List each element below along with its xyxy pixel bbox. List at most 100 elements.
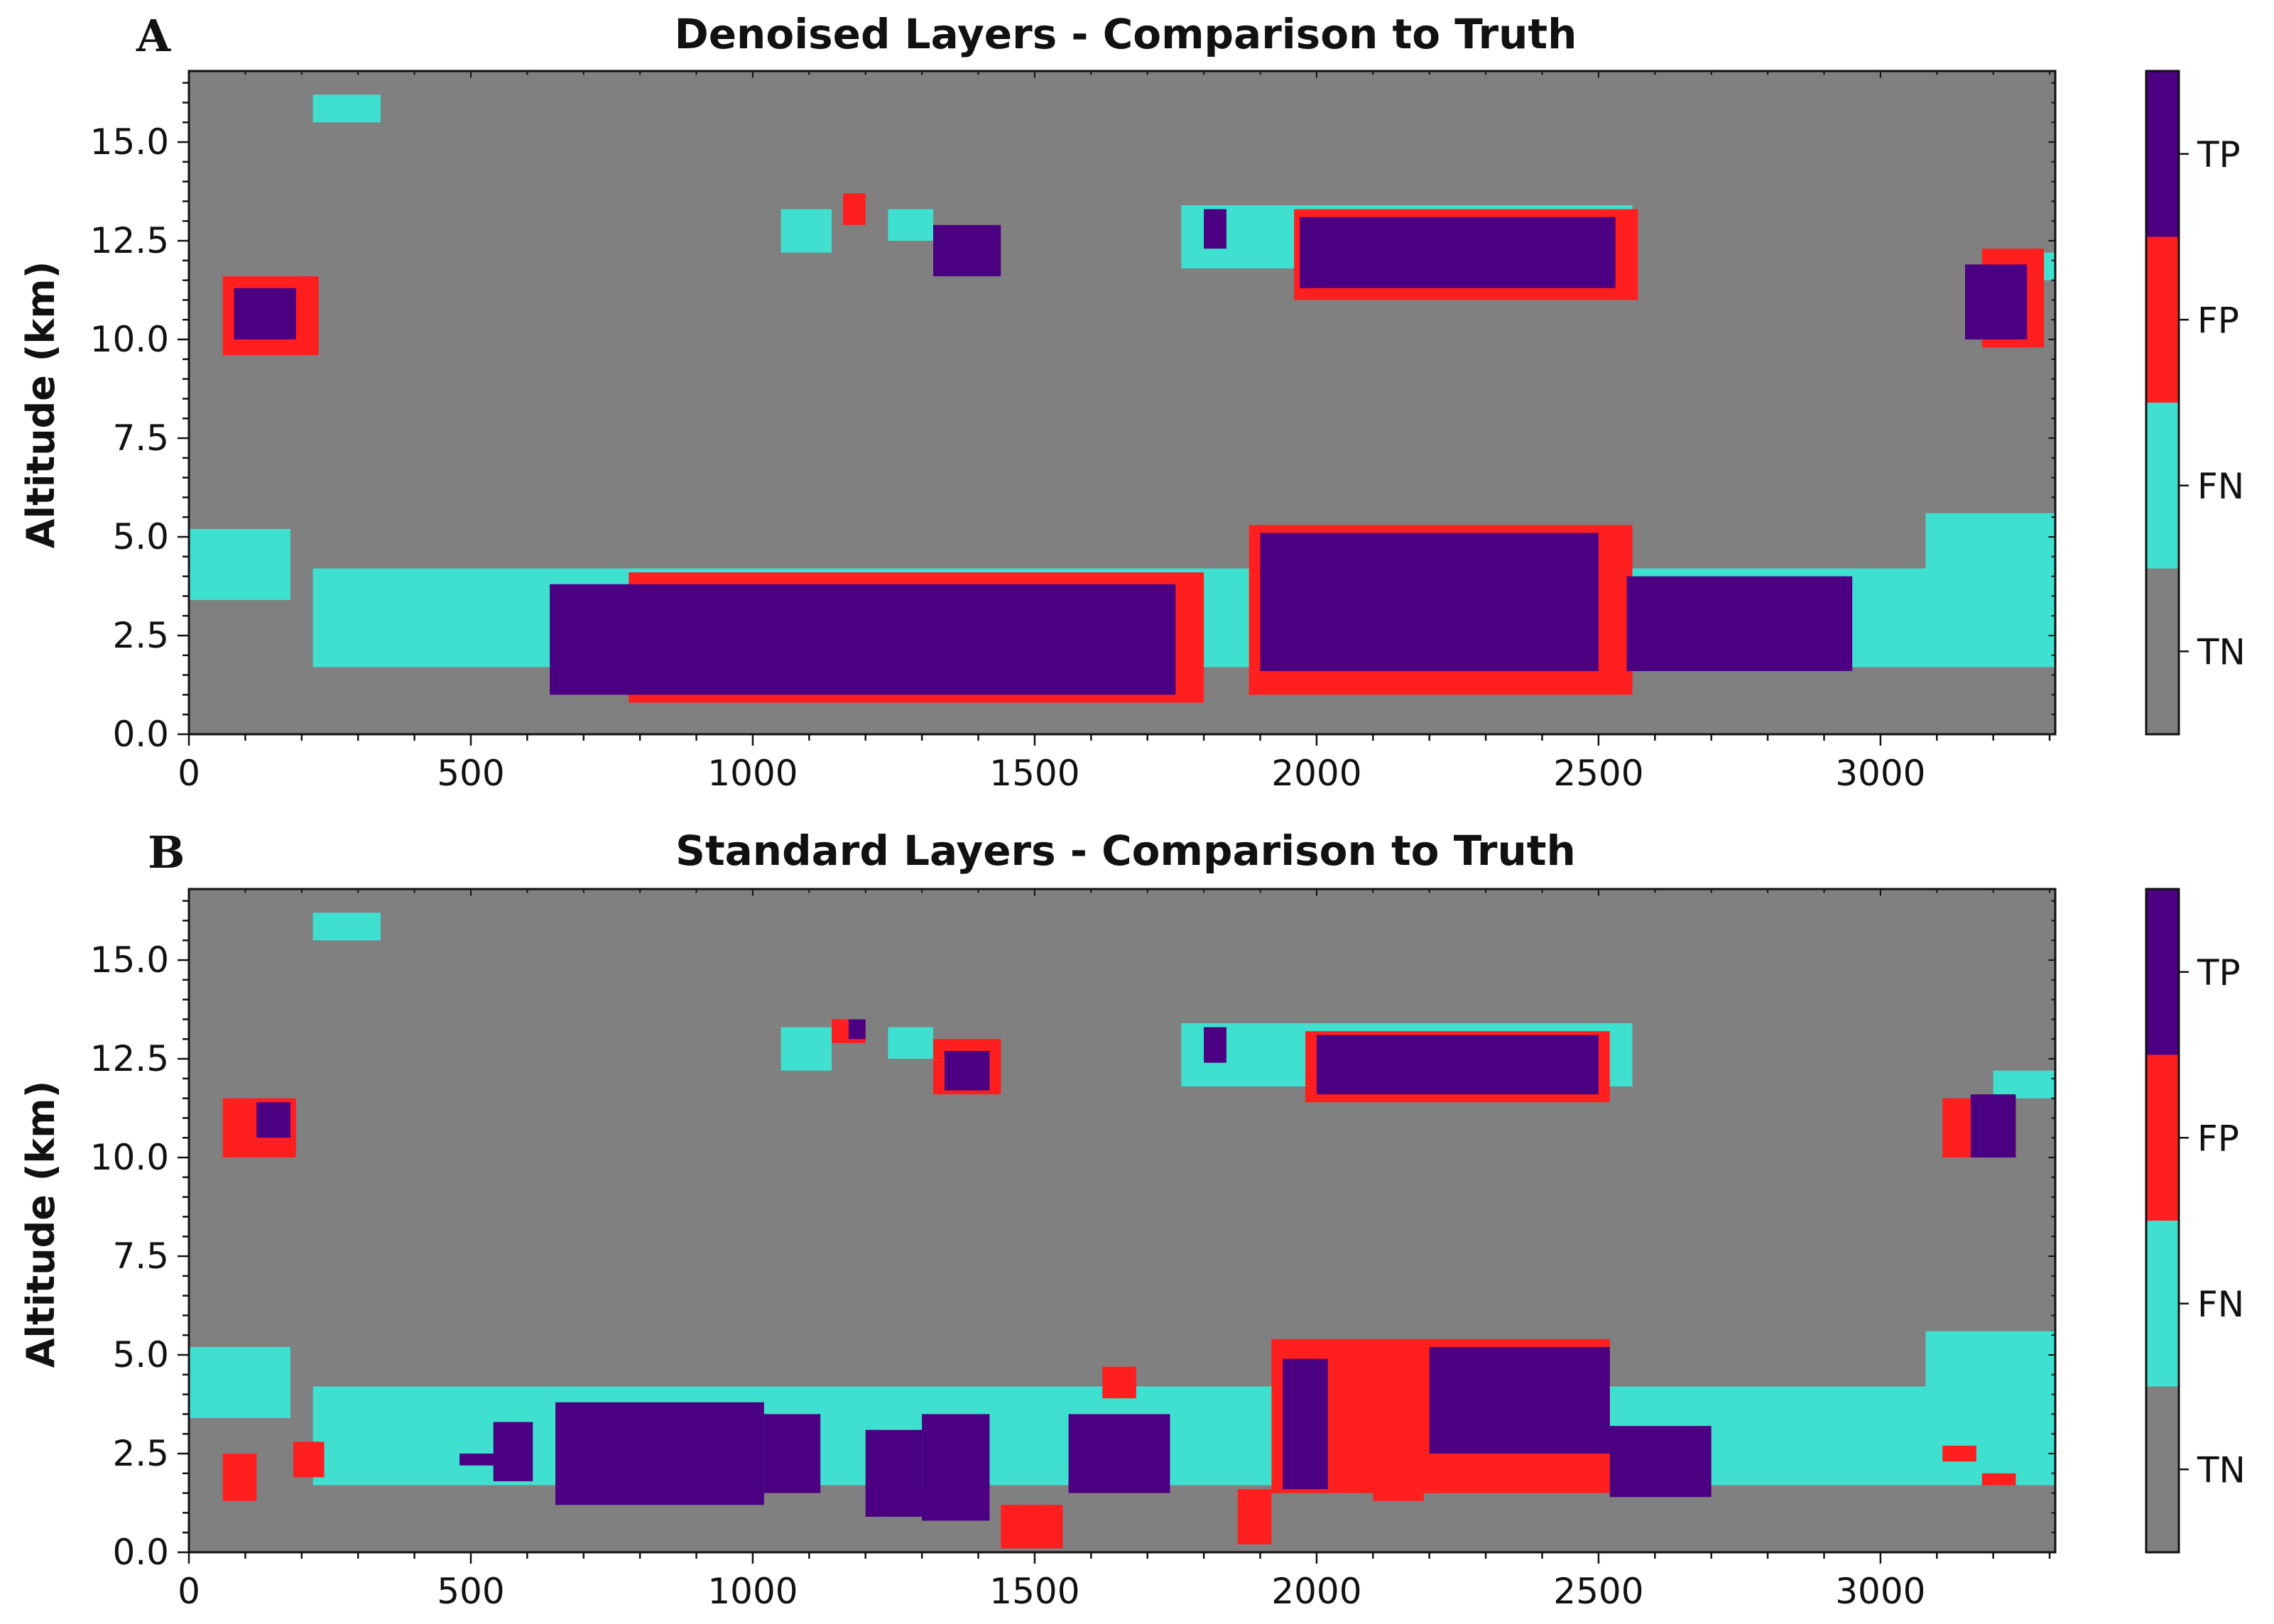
x-tick-label-b-0: 0 [178, 1571, 200, 1612]
y-tick-label-b-2: 5.0 [112, 1334, 169, 1375]
colorbar-b: TN FN FP TP [2145, 888, 2246, 1554]
colorbar-label-tn-b: TN [2197, 1449, 2246, 1491]
region-fn-a-5 [780, 209, 832, 253]
colorbar-a: TN FN FP TP [2145, 70, 2246, 736]
region-tp-b-31 [1609, 1426, 1712, 1498]
colorbar-segment-fn-b [2146, 1221, 2179, 1387]
chart-title-a: Denoised Layers - Comparison to Truth [675, 10, 1577, 58]
x-tick-label-b-1: 500 [437, 1571, 504, 1612]
y-tick-label-a-4: 10.0 [90, 319, 169, 360]
y-tick-label-a-2: 5.0 [112, 516, 169, 557]
colorbar-segment-fp-b [2146, 1054, 2179, 1221]
region-tp-a-20 [1204, 209, 1226, 249]
x-tick-label-b-6: 3000 [1835, 1571, 1925, 1612]
colorbar-frame-b [2145, 888, 2180, 1554]
colorbar-label-tp-a: TP [2197, 134, 2241, 175]
region-tp-b-30 [1429, 1346, 1610, 1454]
region-fp-b-15 [1942, 1445, 1976, 1462]
region-fn-a-6 [888, 209, 934, 241]
x-tick-label-a-5: 2500 [1553, 753, 1643, 794]
y-tick-label-a-1: 2.5 [112, 615, 169, 656]
y-tick-label-a-6: 15.0 [90, 121, 169, 163]
region-tp-b-35 [848, 1019, 866, 1040]
region-tp-a-16 [1626, 576, 1853, 672]
chart-title-b: Standard Layers - Comparison to Truth [675, 827, 1576, 875]
region-tp-b-29 [1283, 1358, 1328, 1490]
region-layer-a [189, 94, 2055, 703]
y-tick-label-b-4: 10.0 [90, 1137, 169, 1178]
region-fp-a-13 [842, 193, 866, 225]
x-tick-label-a-4: 2000 [1271, 753, 1361, 794]
colorbar-segment-tp-b [2146, 889, 2179, 1055]
region-fp-b-11 [1001, 1505, 1063, 1549]
region-fn-b-6 [888, 1027, 934, 1059]
region-fn-b-0 [189, 1346, 290, 1418]
x-tick-label-b-5: 2500 [1553, 1571, 1643, 1612]
y-tick-label-a-0: 0.0 [112, 714, 169, 755]
y-tick-label-b-0: 0.0 [112, 1532, 169, 1573]
y-axis-label-a: Altitude (km) [18, 261, 63, 549]
colorbar-segment-tn-b [2146, 1386, 2179, 1552]
axes-frame-b [187, 888, 2057, 1554]
region-tp-a-21 [1964, 264, 2028, 340]
region-tp-a-19 [933, 224, 1001, 277]
panel-b: B Standard Layers - Comparison to Truth … [18, 827, 2246, 1612]
x-tick-label-a-3: 1500 [989, 753, 1079, 794]
y-tick-label-b-5: 12.5 [90, 1038, 169, 1079]
region-fn-b-3 [312, 912, 381, 941]
region-tp-b-28 [1068, 1414, 1170, 1493]
x-tick-label-a-0: 0 [178, 753, 200, 794]
colorbar-label-fp-a: FP [2197, 300, 2239, 341]
region-tp-a-17 [234, 288, 296, 340]
axes-frame-a [187, 70, 2057, 736]
y-tick-label-b-6: 15.0 [90, 939, 169, 981]
region-fp-b-9 [293, 1442, 325, 1478]
y-axis-label-b: Altitude (km) [18, 1081, 63, 1368]
y-tick-label-b-3: 7.5 [112, 1236, 169, 1277]
colorbar-segment-tn-a [2146, 568, 2179, 734]
region-tp-b-33 [1316, 1035, 1599, 1095]
y-tick-label-b-1: 2.5 [112, 1433, 169, 1474]
plot-area-b: 0 500 1000 1500 2000 2500 3000 0.0 2.5 5.0 7.5 10.0… [90, 888, 2057, 1612]
region-fn-a-2 [1925, 513, 2055, 640]
y-tick-label-a-3: 7.5 [112, 418, 169, 459]
region-fp-b-8 [222, 1454, 257, 1501]
region-fp-b-10 [1102, 1366, 1136, 1399]
colorbar-segment-tp-a [2146, 71, 2179, 237]
region-tp-b-36 [1970, 1094, 2016, 1158]
colorbar-segment-fp-a [2146, 236, 2179, 403]
colorbar-frame-a [2145, 70, 2180, 736]
colorbar-label-fp-b: FP [2197, 1118, 2239, 1159]
panel-letter-b: B [148, 827, 185, 878]
region-tp-a-18 [1300, 217, 1616, 288]
panel-a: A Denoised Layers - Comparison to Truth … [18, 10, 2246, 794]
region-fn-b-2 [1925, 1331, 2055, 1458]
x-tick-label-b-3: 1500 [989, 1571, 1079, 1612]
region-fn-b-7 [1993, 1070, 2055, 1099]
region-tp-b-26 [865, 1429, 923, 1517]
region-tp-a-14 [550, 584, 1176, 695]
region-tp-a-15 [1260, 533, 1599, 672]
region-tp-b-22 [459, 1454, 505, 1466]
region-tp-b-24 [555, 1402, 764, 1505]
x-tick-label-a-1: 500 [437, 753, 504, 794]
panel-letter-a: A [136, 10, 171, 62]
colorbar-label-tp-b: TP [2197, 952, 2241, 993]
region-tp-b-23 [493, 1422, 533, 1481]
colorbar-label-fn-b: FN [2197, 1284, 2244, 1325]
region-fp-b-12 [1237, 1489, 1272, 1544]
x-tick-label-b-2: 1000 [707, 1571, 798, 1612]
region-tp-b-27 [922, 1414, 990, 1521]
region-tp-b-34 [1204, 1027, 1226, 1063]
x-tick-label-a-6: 3000 [1835, 753, 1925, 794]
region-tp-b-37 [256, 1102, 290, 1138]
colorbar-segment-fn-a [2146, 403, 2179, 569]
region-fn-b-5 [780, 1027, 832, 1071]
plot-area-a: 0 500 1000 1500 2000 2500 3000 0.0 2.5 5.0 7.5 10.0… [90, 70, 2057, 794]
region-fn-a-0 [189, 528, 290, 600]
region-layer-b [189, 912, 2055, 1549]
region-tp-b-32 [944, 1050, 990, 1091]
region-fn-a-3 [312, 94, 381, 123]
colorbar-label-fn-a: FN [2197, 466, 2244, 507]
